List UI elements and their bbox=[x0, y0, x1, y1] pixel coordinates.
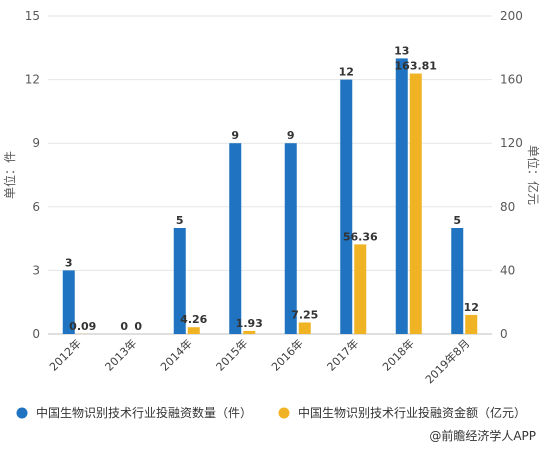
left-tick-label: 9 bbox=[32, 136, 40, 150]
data-label-amount: 163.81 bbox=[395, 60, 437, 73]
bar-count bbox=[340, 79, 353, 334]
data-label-amount: 12 bbox=[464, 301, 479, 314]
bars bbox=[62, 58, 478, 335]
bar-amount bbox=[465, 314, 478, 334]
bar-count bbox=[284, 143, 297, 334]
data-label-amount: 7.25 bbox=[291, 308, 318, 321]
data-label-amount: 0 bbox=[134, 320, 142, 333]
data-label-count: 5 bbox=[176, 214, 184, 227]
x-tick-label: 2014年 bbox=[157, 336, 194, 373]
bar-amount bbox=[187, 327, 200, 334]
data-label-amount: 0.09 bbox=[69, 320, 96, 333]
data-label-count: 13 bbox=[394, 44, 409, 57]
x-tick-label: 2018年 bbox=[379, 336, 416, 373]
data-labels: 3 0.09 0 0 5 4.26 9 1.93 9 7.25 12 56.36 13 163.81 5 12 bbox=[65, 44, 479, 333]
bar-count bbox=[451, 228, 464, 334]
bar-count bbox=[229, 143, 242, 334]
bar-count bbox=[395, 58, 408, 335]
data-label-count: 12 bbox=[339, 66, 354, 79]
x-tick-label: 2015年 bbox=[213, 336, 250, 373]
left-axis-title: 单位：件 bbox=[2, 151, 17, 199]
right-tick-label: 40 bbox=[500, 263, 515, 277]
data-label-count: 5 bbox=[453, 214, 461, 227]
data-label-amount: 56.36 bbox=[343, 230, 378, 243]
bar-amount bbox=[243, 330, 256, 334]
legend-label: 中国生物识别技术行业投融资数量（件） bbox=[36, 405, 252, 420]
right-tick-label: 0 bbox=[500, 327, 508, 341]
legend: 中国生物识别技术行业投融资数量（件） 中国生物识别技术行业投融资金额（亿元） bbox=[16, 405, 526, 420]
legend-marker bbox=[16, 407, 28, 419]
legend-marker bbox=[278, 407, 290, 419]
bar-amount bbox=[354, 244, 367, 334]
bar-count bbox=[62, 270, 75, 334]
left-tick-label: 3 bbox=[32, 263, 40, 277]
data-label-count: 9 bbox=[287, 129, 295, 142]
left-tick-label: 15 bbox=[25, 9, 40, 23]
right-tick-label: 160 bbox=[500, 73, 523, 87]
data-label-count: 3 bbox=[65, 256, 73, 269]
data-label-amount: 1.93 bbox=[236, 317, 263, 330]
right-tick-label: 80 bbox=[500, 200, 515, 214]
left-tick-label: 12 bbox=[25, 73, 40, 87]
source-credit: @前瞻经济学人APP bbox=[429, 428, 536, 443]
right-tick-label: 200 bbox=[500, 9, 523, 23]
legend-label: 中国生物识别技术行业投融资金额（亿元） bbox=[298, 405, 526, 420]
x-tick-label: 2019年8月 bbox=[422, 336, 472, 386]
bar-amount bbox=[409, 73, 422, 334]
right-tick-label: 120 bbox=[500, 136, 523, 150]
left-tick-label: 6 bbox=[32, 200, 40, 214]
bar-count bbox=[173, 228, 186, 334]
right-axis-ticks: 0 40 80 120 160 200 bbox=[500, 9, 523, 341]
x-tick-label: 2012年 bbox=[46, 336, 83, 373]
bar-amount bbox=[298, 322, 311, 334]
data-label-count: 9 bbox=[231, 129, 239, 142]
data-label-count: 0 bbox=[120, 320, 128, 333]
x-tick-label: 2013年 bbox=[102, 336, 139, 373]
x-axis-ticks: 2012年 2013年 2014年 2015年 2016年 2017年 2018年 2019年… bbox=[46, 336, 472, 386]
left-tick-label: 0 bbox=[32, 327, 40, 341]
right-axis-title: 单位：亿元 bbox=[526, 145, 541, 205]
x-tick-label: 2016年 bbox=[268, 336, 305, 373]
data-label-amount: 4.26 bbox=[180, 313, 207, 326]
left-axis-ticks: 0 3 6 9 12 15 bbox=[25, 9, 40, 341]
x-tick-label: 2017年 bbox=[324, 336, 361, 373]
